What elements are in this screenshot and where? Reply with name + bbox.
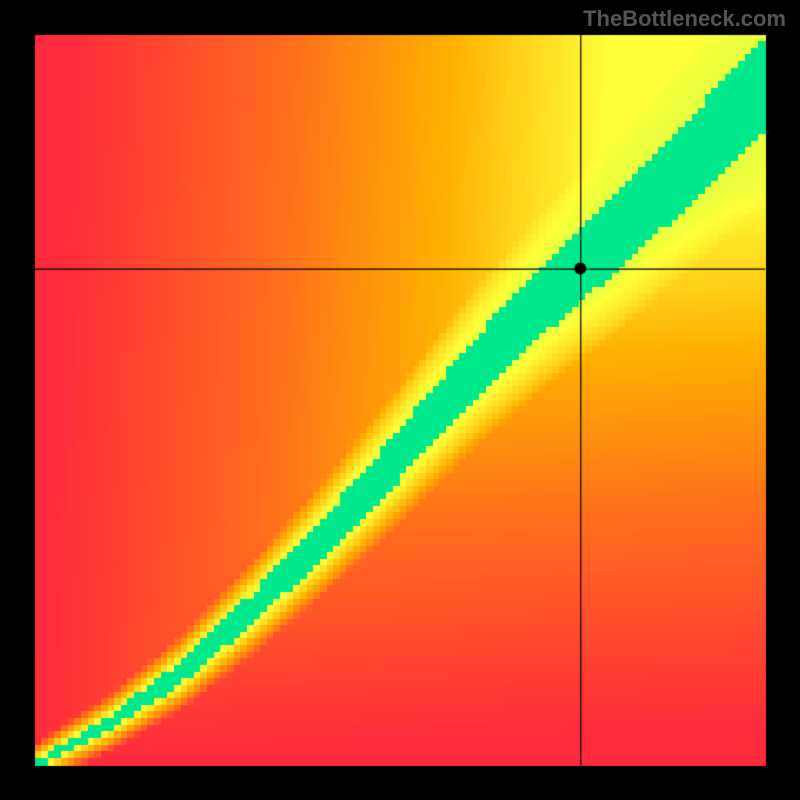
chart-container: { "attribution": { "text": "TheBottlenec…	[0, 0, 800, 800]
bottleneck-heatmap	[0, 0, 800, 800]
attribution-watermark: TheBottleneck.com	[583, 6, 786, 32]
